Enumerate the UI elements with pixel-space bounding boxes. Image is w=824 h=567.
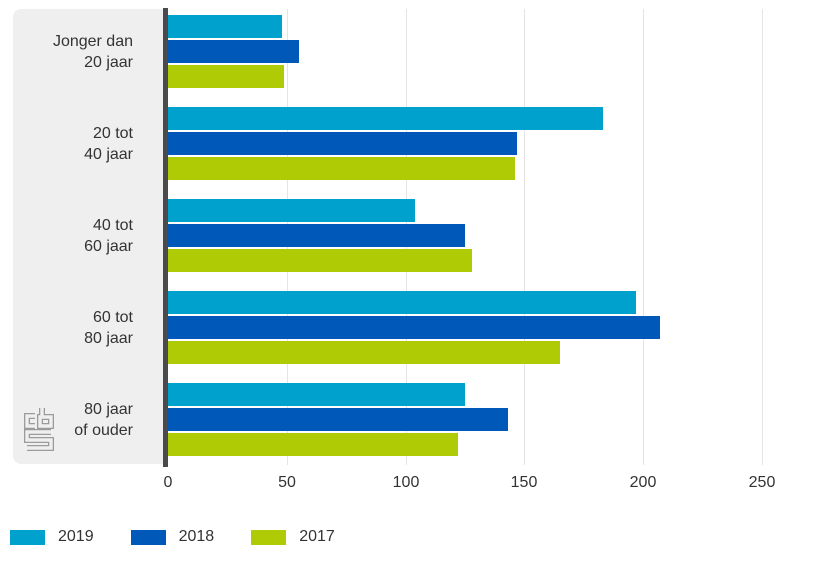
x-axis-tick-label-200: 200 [629, 474, 657, 491]
category-label-4: 80 jaar of ouder [13, 383, 148, 456]
bar-2019-category-0 [168, 15, 282, 38]
bar-2019-category-2 [168, 199, 415, 222]
x-axis-tick-label-100: 100 [392, 474, 420, 491]
bar-2017-category-1 [168, 157, 515, 180]
category-label-line: 80 jaar [84, 329, 133, 347]
legend-label: 2019 [58, 528, 94, 545]
bar-2019-category-4 [168, 383, 465, 406]
bar-2018-category-4 [168, 408, 508, 431]
legend-item-2018: 2018 [130, 528, 215, 546]
bar-2017-category-2 [168, 249, 472, 272]
legend-swatch-2019 [10, 529, 45, 545]
x-axis-tick-label-250: 250 [748, 474, 776, 491]
legend-label: 2018 [178, 528, 215, 545]
category-label-line: 20 jaar [84, 53, 133, 71]
category-label-line: 40 jaar [84, 145, 133, 163]
category-label-panel [13, 9, 163, 464]
legend-item-2017: 2017 [251, 528, 335, 546]
bar-2017-category-4 [168, 433, 458, 456]
cbs-logo-icon [24, 408, 54, 451]
bar-2018-category-3 [168, 316, 660, 339]
legend-swatch-2018 [130, 529, 166, 545]
gridline-250 [762, 9, 763, 465]
x-axis-tick-label-0: 0 [163, 474, 173, 491]
category-label-0: Jonger dan 20 jaar [13, 15, 148, 88]
category-label-line: Jonger dan [52, 32, 133, 50]
bar-2018-category-0 [168, 40, 299, 63]
category-label-1: 20 tot 40 jaar [13, 107, 148, 180]
x-axis-tick-label-50: 50 [278, 474, 296, 491]
gridline-200 [643, 9, 644, 465]
category-label-2: 40 tot 60 jaar [13, 199, 148, 272]
category-label-3: 60 tot 80 jaar [13, 291, 148, 364]
bar-2019-category-1 [168, 107, 603, 130]
x-axis-tick-label-150: 150 [510, 474, 538, 491]
bar-2018-category-2 [168, 224, 465, 247]
category-label-line: of ouder [74, 421, 133, 439]
bar-2017-category-3 [168, 341, 560, 364]
category-label-line: 60 tot [92, 308, 133, 326]
category-label-line: 20 tot [92, 124, 133, 142]
category-label-line: 40 tot [92, 216, 133, 234]
legend-item-2019: 2019 [10, 528, 94, 546]
bar-2017-category-0 [168, 65, 284, 88]
legend-label: 2017 [299, 528, 335, 545]
legend-swatch-2017 [251, 529, 287, 545]
legend: 2019 2018 2017 [10, 528, 335, 546]
y-axis-line [163, 8, 168, 467]
gridline-150 [524, 9, 525, 465]
category-label-line: 60 jaar [84, 237, 133, 255]
category-label-line: 80 jaar [84, 400, 133, 418]
bar-2019-category-3 [168, 291, 636, 314]
bar-2018-category-1 [168, 132, 517, 155]
